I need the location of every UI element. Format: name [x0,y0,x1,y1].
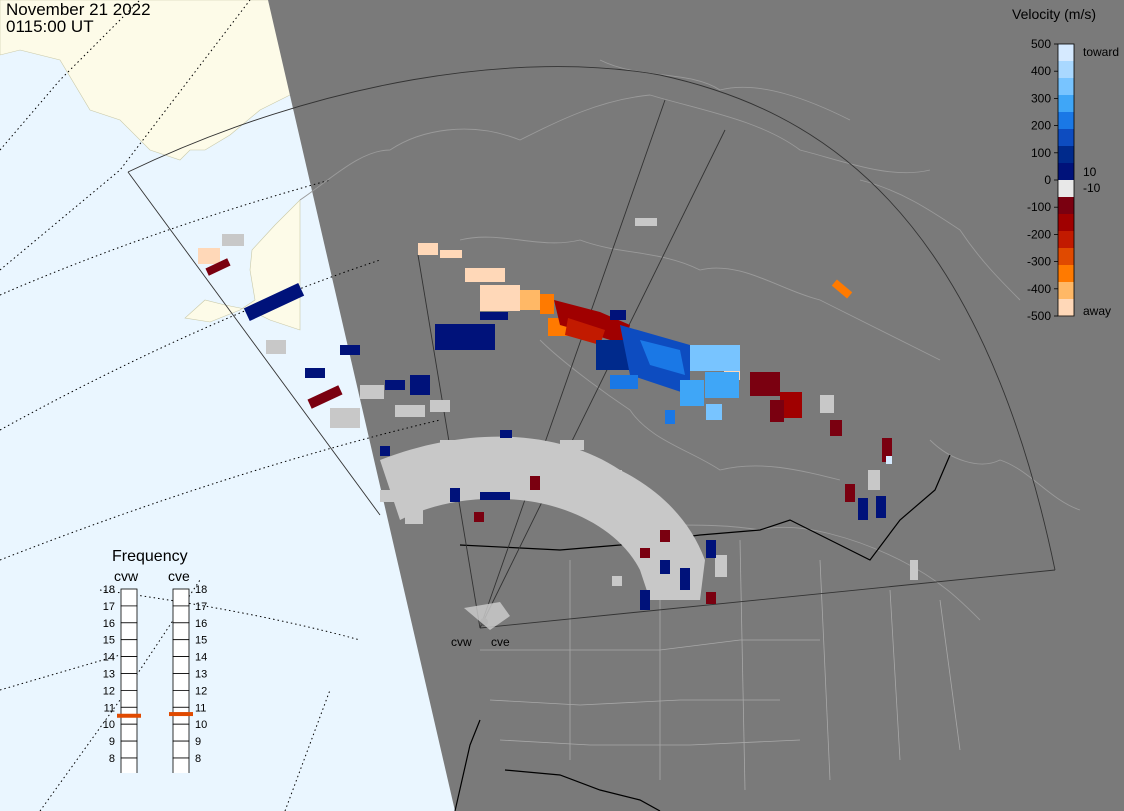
frequency-cell [172,656,190,674]
colorbar-swatch [1058,214,1074,232]
colorbar-swatch [1058,129,1074,147]
frequency-scale-label: 16 [195,618,207,630]
frequency-cell [120,689,138,708]
frequency-scale-label: 12 [195,685,207,697]
frequency-cell [120,723,138,742]
frequency-scale-label: 18 [195,584,207,596]
date-label: November 21 2022 [6,0,151,19]
frequency-scale-label: 10 [103,719,115,731]
borders [454,454,951,811]
state-lines [480,539,961,791]
frequency-cell [172,723,190,742]
colorbar-label-pos: 10 [1083,165,1097,179]
frequency-cell [120,673,138,691]
frequency-gauges: 18 17 16 15 14 13 12 11 10 9 8 18 17 16 15 14 13 12 11 10 9 8 [103,584,207,773]
velocity-colorbar: 500 400 300 200 100 0 -100 -200 -300 -400 -500 [1027,37,1075,320]
frequency-cell [172,673,190,691]
frequency-cell [172,639,190,657]
colorbar-swatch [1058,78,1074,96]
frequency-cell [120,622,138,641]
frequency-scale-label: 8 [195,753,201,765]
colorbar-tick-label: -100 [1027,200,1051,214]
frequency-scale-label: 14 [195,652,207,664]
colorbar-swatch [1058,180,1074,198]
frequency-scale-label: 15 [195,635,207,647]
frequency-scale-label: 15 [103,635,115,647]
frequency-cell [172,757,190,773]
frequency-scale-label: 8 [109,753,115,765]
frequency-scale-label: 9 [195,736,201,748]
colorbar-label-away: away [1083,304,1112,318]
colorbar-swatch [1058,299,1074,317]
colorbar-tick-label: 200 [1031,119,1051,133]
velocity-legend-title: Velocity (m/s) [1012,6,1097,22]
colorbar-swatch [1058,44,1074,62]
colorbar-tick-label: 500 [1031,37,1051,51]
frequency-radar-cvw: cvw [114,568,139,584]
colorbar-swatch [1058,61,1074,79]
colorbar-tick-label: 300 [1031,91,1051,105]
frequency-panel: Frequency cvw cve 18 17 16 15 14 13 12 11 10 9 8 18… [80,548,230,773]
colorbar-swatch [1058,282,1074,300]
colorbar-tick-label: 400 [1031,64,1051,78]
frequency-scale-label: 11 [104,702,115,714]
frequency-cell [120,639,138,657]
frequency-cell [120,656,138,674]
frequency-marker [117,713,141,718]
colorbar-label-neg: -10 [1083,181,1101,195]
frequency-scale-label: 12 [103,685,115,697]
colorbar-swatch [1058,231,1074,249]
frequency-scale-label: 17 [103,601,115,613]
colorbar-tick-label: 0 [1044,173,1051,187]
frequency-cell [120,757,138,773]
station-label-cve: cve [491,635,510,649]
frequency-cell [172,605,190,624]
colorbar-swatch [1058,95,1074,113]
frequency-cell [172,689,190,708]
frequency-cell [120,605,138,624]
velocity-cells [198,243,892,610]
frequency-cell [172,588,190,607]
colorbar-tick-label: -500 [1027,309,1051,320]
frequency-scale-label: 16 [103,618,115,630]
frequency-scale-label: 11 [195,702,206,714]
radar-fov [127,66,1056,629]
frequency-scale-label: 10 [195,719,207,731]
frequency-radar-cve: cve [168,568,190,584]
station-label-cvw: cvw [451,635,472,649]
colorbar-tick-label: -400 [1027,282,1051,296]
time-label: 0115:00 UT [6,17,94,36]
station-markers [464,602,510,630]
frequency-scale-label: 13 [195,669,207,681]
colorbar-swatch [1058,265,1074,283]
frequency-cell [120,588,138,607]
frequency-cell [120,740,138,759]
colorbar-label-toward: toward [1083,45,1120,59]
colorbar-tick-label: -300 [1027,255,1051,269]
colorbar-swatch [1058,146,1074,164]
frequency-scale-label: 9 [109,736,115,748]
frequency-cell [172,740,190,759]
velocity-legend: Velocity (m/s) 500 400 300 200 100 0 -100 -200 -… [1008,0,1124,330]
graticule [0,0,441,811]
ground-scatter [222,218,918,600]
frequency-scale-label: 18 [103,584,115,596]
colorbar-tick-label: 100 [1031,146,1051,160]
frequency-marker [169,712,193,717]
frequency-scale-label: 14 [103,652,115,664]
frequency-scale-label: 13 [103,669,115,681]
colorbar-swatch [1058,163,1074,181]
alaska-land [0,0,301,331]
colorbar-swatch [1058,112,1074,130]
frequency-title: Frequency [112,548,188,565]
frequency-cell [172,622,190,641]
colorbar-tick-label: -200 [1027,227,1051,241]
colorbar-swatch [1058,248,1074,266]
frequency-scale-label: 17 [195,601,207,613]
colorbar-swatch [1058,197,1074,215]
